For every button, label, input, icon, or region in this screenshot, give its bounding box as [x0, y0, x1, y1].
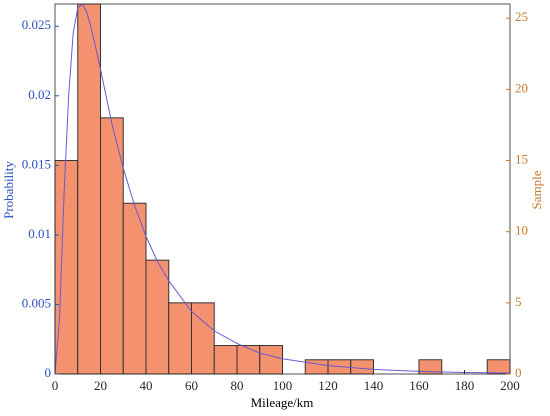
bar: [213, 345, 238, 375]
x-tick-label: 160: [409, 378, 429, 393]
x-tick-label: 60: [185, 378, 198, 393]
x-tick-label: 80: [231, 378, 244, 393]
bar: [191, 302, 215, 375]
bar: [236, 345, 261, 375]
bar: [122, 202, 147, 375]
bar: [259, 345, 283, 375]
y-tick-label: 0.02: [28, 87, 51, 102]
x-tick-label: 120: [318, 378, 338, 393]
y2-tick-label: 25: [515, 9, 528, 24]
y-tick-label: 0.005: [22, 295, 51, 310]
y2-axis-label: Sample: [529, 170, 544, 209]
x-tick-label: 140: [364, 378, 384, 393]
x-axis-label: Mileage/km: [251, 395, 314, 410]
y-tick-label: 0.01: [28, 226, 51, 241]
y2-tick-label: 5: [515, 294, 522, 309]
y-tick-label: 0.015: [22, 156, 51, 171]
bar: [77, 3, 101, 375]
x-tick-label: 20: [94, 378, 107, 393]
bar: [54, 160, 79, 375]
bar: [145, 259, 170, 375]
y2-tick-label: 20: [515, 80, 528, 95]
y-axis-label: Probability: [1, 161, 16, 219]
x-tick-label: 200: [500, 378, 520, 393]
y2-tick-label: 10: [515, 223, 528, 238]
y-tick-label: 0.025: [22, 17, 51, 32]
bar: [168, 302, 192, 375]
x-tick-label: 40: [140, 378, 153, 393]
bar: [350, 359, 374, 375]
y-tick-label: 0: [45, 365, 52, 380]
y2-tick-label: 0: [515, 365, 522, 380]
density-curve: [54, 3, 511, 375]
x-tick-label: 100: [273, 378, 293, 393]
bar: [304, 359, 329, 375]
x-tick-label: 180: [455, 378, 475, 393]
y2-tick-label: 15: [515, 152, 528, 167]
x-tick-label: 0: [52, 378, 59, 393]
bar: [486, 359, 511, 375]
